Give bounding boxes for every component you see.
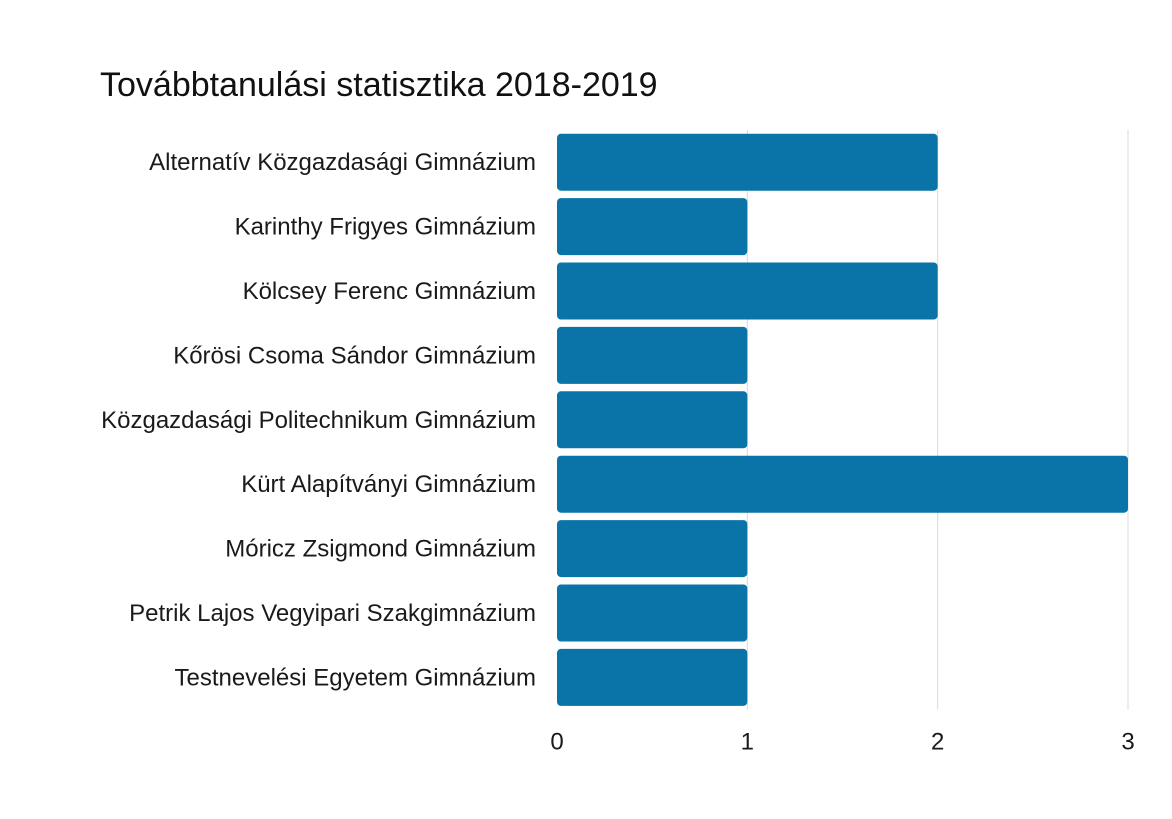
bar xyxy=(557,455,1128,513)
bar xyxy=(557,198,748,256)
category-label: Közgazdasági Politechnikum Gimnázium xyxy=(101,407,536,434)
bar xyxy=(557,326,748,384)
category-label: Móricz Zsigmond Gimnázium xyxy=(225,536,536,563)
category-label: Alternatív Közgazdasági Gimnázium xyxy=(149,149,536,176)
x-tick-label: 1 xyxy=(741,729,754,756)
grid-lines xyxy=(746,130,1129,710)
x-tick-label: 0 xyxy=(550,729,563,756)
bar xyxy=(557,584,748,642)
category-label: Kürt Alapítványi Gimnázium xyxy=(241,471,536,498)
bar xyxy=(557,262,938,320)
bar xyxy=(557,133,938,191)
bar xyxy=(557,391,748,449)
category-labels: Alternatív Közgazdasági Gimnázium Karinth… xyxy=(101,149,536,691)
category-label: Kölcsey Ferenc Gimnázium xyxy=(243,278,536,305)
category-label: Kőrösi Csoma Sándor Gimnázium xyxy=(173,342,536,369)
bars xyxy=(557,133,1128,706)
x-tick-label: 3 xyxy=(1121,729,1134,756)
category-label: Testnevelési Egyetem Gimnázium xyxy=(175,664,536,691)
x-axis-tick-labels: 0 1 2 3 xyxy=(550,729,1134,756)
bar xyxy=(557,648,748,706)
bar xyxy=(557,520,748,578)
x-tick-label: 2 xyxy=(931,729,944,756)
category-label: Karinthy Frigyes Gimnázium xyxy=(235,214,536,241)
chart-title: Továbbtanulási statisztika 2018-2019 xyxy=(100,66,658,104)
category-label: Petrik Lajos Vegyipari Szakgimnázium xyxy=(129,600,536,627)
